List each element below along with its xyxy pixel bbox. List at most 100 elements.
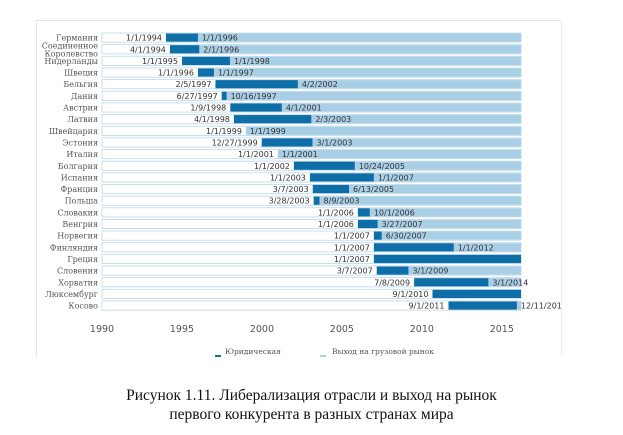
country-label: Эстония (62, 138, 98, 147)
liberalization-bar (181, 56, 230, 65)
liberalization-date-label: 4/1/1994 (130, 45, 166, 54)
liberalization-date-label: 1/1/2006 (318, 208, 354, 217)
country-label: Германия (56, 34, 98, 43)
country-label: Бельгия (63, 80, 98, 89)
liberalization-bar (448, 301, 517, 310)
caption-line-2: первого конкурента в разных странах мира (169, 406, 454, 423)
liberalization-bar (414, 278, 489, 287)
country-label: Хорватия (58, 278, 98, 287)
legend-label-liberalization: либерализация (225, 356, 286, 357)
entry-bar (488, 278, 521, 287)
entry-bar (311, 115, 521, 124)
entry-bar (197, 33, 521, 42)
entry-bar (349, 184, 521, 194)
entry-bar (319, 196, 521, 205)
entry-date-label: 4/1/2001 (286, 104, 322, 113)
country-label: Франция (61, 185, 98, 194)
chart-svg: 1/1/1994 1/1/1996 Германия 4/1/1994 2/1/1996… (42, 32, 561, 357)
country-label: Королевство (45, 49, 99, 58)
entry-date-label: 1/1/1996 (202, 34, 238, 43)
liberalization-bar (373, 254, 521, 264)
entry-date-label: 6/13/2005 (353, 185, 394, 194)
country-label: Словакия (57, 208, 98, 217)
liberalization-bar (373, 243, 454, 252)
liberalization-date-label: 1/1/2007 (334, 243, 370, 252)
liberalization-date-label: 1/1/2007 (334, 232, 370, 241)
entry-bar (312, 138, 521, 147)
country-label: Испания (61, 173, 98, 182)
entry-bar (373, 173, 521, 182)
liberalization-date-label: 1/1/2006 (318, 220, 354, 229)
country-label: Дания (71, 92, 98, 101)
liberalization-bar (261, 138, 313, 147)
liberalization-bar (373, 231, 382, 240)
liberalization-date-label: 7/8/2009 (374, 278, 410, 287)
entry-bar (199, 45, 521, 54)
entry-date-label: 1/1/2012 (458, 243, 494, 252)
liberalization-bar (313, 196, 320, 205)
legend-label-entry: Выход на грузовой рынок (332, 347, 434, 356)
liberalization-bar (221, 91, 227, 100)
entry-bar (281, 103, 521, 112)
entry-bar (297, 80, 521, 89)
liberalization-date-label: 1/9/1998 (190, 104, 226, 113)
legend-swatch-entry (320, 355, 326, 357)
country-label: Греция (67, 255, 98, 264)
country-label: Австрия (63, 104, 98, 113)
entry-date-label: 10/1/2006 (374, 208, 415, 217)
liberalization-date-label: 3/7/2007 (337, 267, 373, 276)
entry-date-label: 3/1/2003 (316, 138, 352, 147)
liberalization-bar (357, 208, 370, 217)
entry-date-label: 3/1/2014 (492, 278, 528, 287)
entry-bar (277, 150, 521, 159)
liberalization-bar (309, 173, 374, 182)
liberalization-bar (376, 266, 409, 275)
liberalization-date-label: 1/1/1996 (158, 69, 194, 78)
liberalization-bar (165, 33, 198, 42)
country-label: Венгрия (62, 220, 98, 229)
liberalization-date-label: 1/1/1995 (142, 57, 178, 66)
entry-date-label: 12/11/2015 (521, 302, 561, 311)
entry-date-label: 1/1/1998 (234, 57, 270, 66)
entry-date-label: 4/2/2002 (302, 80, 338, 89)
country-label: Соединенное (42, 41, 98, 50)
entry-bar (516, 301, 521, 310)
liberalization-bar (293, 161, 355, 170)
entry-date-label: 3/1/2009 (412, 267, 448, 276)
liberalization-date-label: 12/27/1999 (212, 138, 258, 147)
liberalization-date-label: 1/1/2002 (254, 162, 290, 171)
liberalization-date-label: 9/1/2011 (409, 302, 445, 311)
entry-date-label: 10/24/2005 (359, 162, 405, 171)
x-tick-label: 2015 (490, 324, 514, 335)
entry-bar (377, 219, 521, 229)
legend-label-liberalization: Юридическая (225, 347, 281, 356)
country-label: Латвия (67, 115, 98, 124)
x-tick-label: 2005 (330, 324, 354, 335)
country-label: Швейцария (49, 127, 98, 136)
country-label: Словения (57, 267, 98, 276)
entry-bar (354, 161, 521, 170)
caption-line-1: Рисунок 1.11. Либерализация отрасли и вы… (126, 387, 497, 404)
liberalization-bar (197, 68, 214, 77)
entry-bar (408, 266, 521, 275)
x-tick-label: 1995 (170, 324, 194, 335)
country-label: Болгария (58, 162, 98, 171)
liberalization-date-label: 4/1/1998 (194, 115, 230, 124)
figure-caption: Рисунок 1.11. Либерализация отрасли и вы… (0, 386, 623, 424)
liberalization-date-label: 1/1/2001 (238, 150, 274, 159)
entry-date-label: 1/1/2007 (378, 173, 414, 182)
entry-bar (381, 231, 521, 240)
country-label: Италия (66, 150, 98, 159)
chart-container: 1/1/1994 1/1/1996 Германия 4/1/1994 2/1/1996… (36, 20, 562, 357)
liberalization-bar (312, 184, 350, 194)
x-tick-label: 1990 (90, 324, 114, 335)
entry-date-label: 10/16/1997 (231, 92, 277, 101)
liberalization-bar (215, 80, 298, 89)
liberalization-bar (169, 45, 200, 54)
country-label: Норвегия (57, 232, 98, 241)
entry-bar (229, 56, 521, 65)
liberalization-date-label: 9/1/2010 (393, 290, 429, 299)
country-label: Польша (65, 197, 99, 206)
liberalization-bar (357, 219, 378, 229)
country-label: Люксембург (45, 290, 98, 299)
